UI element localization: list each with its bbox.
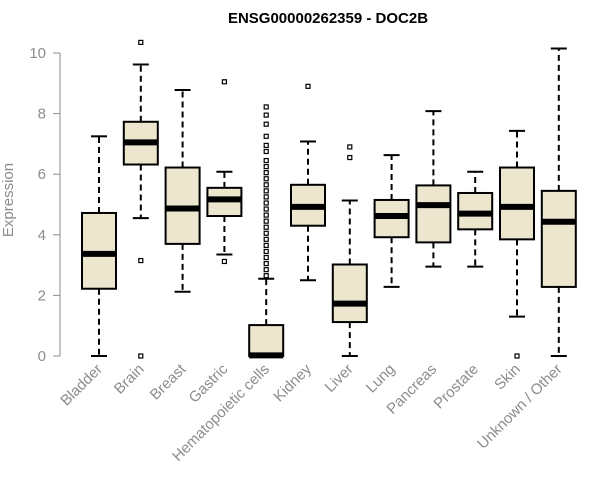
x-tick-label: Breast xyxy=(147,360,190,403)
outlier-point xyxy=(263,112,269,118)
outlier-point xyxy=(263,182,269,188)
outlier-point xyxy=(221,258,227,265)
x-tick-label: Brain xyxy=(111,361,148,398)
y-tick-label: 2 xyxy=(38,287,46,304)
outlier-point xyxy=(347,154,353,161)
outlier-point xyxy=(347,144,353,150)
outlier-point xyxy=(263,224,269,230)
x-tick-label: Bladder xyxy=(57,361,106,410)
box-body xyxy=(81,211,117,290)
outlier-point xyxy=(514,353,520,359)
box-3 xyxy=(206,79,243,265)
box-body xyxy=(331,263,368,324)
x-tick-label: Liver xyxy=(322,361,357,396)
outlier-point xyxy=(263,104,269,110)
box-6 xyxy=(331,144,368,357)
outlier-point xyxy=(305,83,311,89)
y-axis-label: Expression xyxy=(0,163,17,237)
outlier-point xyxy=(263,121,269,127)
y-tick-label: 0 xyxy=(38,348,46,365)
outlier-point xyxy=(263,176,269,182)
box-5 xyxy=(290,83,326,282)
outlier-point xyxy=(138,39,144,45)
outlier-point xyxy=(263,236,269,242)
chart-title: ENSG00000262359 - DOC2B xyxy=(228,10,428,27)
y-tick-label: 10 xyxy=(29,45,46,62)
outlier-point xyxy=(263,170,269,176)
y-axis: 0 2 4 6 8 10 xyxy=(29,45,61,365)
box-7 xyxy=(373,154,410,288)
outlier-point xyxy=(263,242,269,249)
outlier-point xyxy=(263,260,269,267)
outlier-point xyxy=(263,188,269,194)
box-body xyxy=(415,184,452,244)
outlier-point xyxy=(263,200,269,206)
outlier-point xyxy=(263,133,269,139)
outlier-point xyxy=(263,206,269,212)
outlier-point xyxy=(263,230,269,236)
x-tick-label: Lung xyxy=(363,361,399,397)
outlier-point xyxy=(263,194,269,200)
outlier-point xyxy=(263,267,269,273)
outlier-point xyxy=(263,218,269,224)
outlier-point xyxy=(263,212,269,218)
box-0 xyxy=(81,135,117,357)
outlier-point xyxy=(221,79,227,85)
outlier-point xyxy=(138,353,144,359)
outlier-point xyxy=(263,273,269,279)
x-tick-label: Prostate xyxy=(430,361,482,413)
x-tick-label: Kidney xyxy=(270,360,315,405)
box-8 xyxy=(415,110,452,268)
box-11 xyxy=(540,47,577,357)
y-tick-label: 6 xyxy=(38,166,46,183)
box-body xyxy=(248,324,285,357)
box-4 xyxy=(248,104,285,359)
box-1 xyxy=(122,39,159,359)
x-tick-label: Skin xyxy=(491,361,524,394)
outlier-point xyxy=(263,248,269,255)
box-10 xyxy=(499,129,535,359)
outlier-point xyxy=(263,142,269,149)
box-body xyxy=(540,189,577,288)
y-tick-label: 4 xyxy=(38,227,46,244)
boxes-group xyxy=(81,39,577,359)
box-9 xyxy=(457,170,494,268)
outlier-point xyxy=(263,148,269,155)
outlier-point xyxy=(263,254,269,261)
outlier-point xyxy=(263,157,269,164)
box-2 xyxy=(164,88,201,293)
outlier-point xyxy=(138,257,144,264)
box-body xyxy=(499,166,535,241)
y-tick-label: 8 xyxy=(38,106,46,123)
outlier-point xyxy=(263,164,269,170)
